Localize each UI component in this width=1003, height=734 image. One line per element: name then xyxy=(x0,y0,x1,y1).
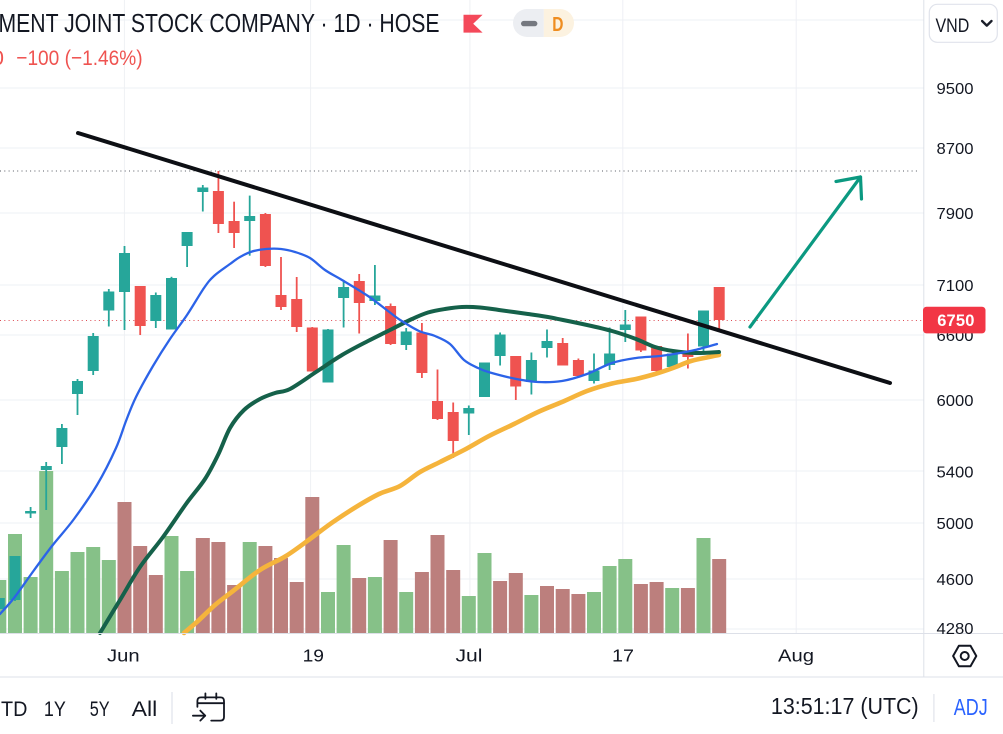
svg-text:4280: 4280 xyxy=(937,621,974,638)
svg-text:Jun: Jun xyxy=(107,646,140,666)
svg-text:19: 19 xyxy=(303,646,324,666)
svg-text:All: All xyxy=(132,698,158,721)
svg-text:9500: 9500 xyxy=(937,81,974,98)
svg-text:7900: 7900 xyxy=(937,206,974,223)
svg-text:8700: 8700 xyxy=(937,141,974,158)
svg-text:6750: 6750 xyxy=(937,312,974,330)
svg-text:5400: 5400 xyxy=(937,464,974,481)
svg-text:17: 17 xyxy=(612,646,634,666)
svg-text:TD: TD xyxy=(1,698,27,721)
svg-text:13:51:17 (UTC): 13:51:17 (UTC) xyxy=(771,693,919,719)
svg-text:MENT JOINT STOCK COMPANY · 1D: MENT JOINT STOCK COMPANY · 1D · HOSE xyxy=(0,8,440,38)
svg-text:7100: 7100 xyxy=(937,278,974,295)
svg-text:Aug: Aug xyxy=(778,646,814,666)
svg-text:Jul: Jul xyxy=(456,646,483,666)
svg-text:4600: 4600 xyxy=(937,572,974,589)
svg-text:6000: 6000 xyxy=(937,393,974,410)
svg-text:5000: 5000 xyxy=(937,516,974,533)
svg-text:ADJ: ADJ xyxy=(954,694,988,720)
svg-text:5Y: 5Y xyxy=(90,698,110,721)
svg-text:VND: VND xyxy=(936,15,970,37)
svg-text:1Y: 1Y xyxy=(44,698,66,721)
svg-text:−100 (−1.46%): −100 (−1.46%) xyxy=(16,46,142,70)
svg-text:0: 0 xyxy=(0,46,4,70)
svg-text:D: D xyxy=(552,14,563,36)
